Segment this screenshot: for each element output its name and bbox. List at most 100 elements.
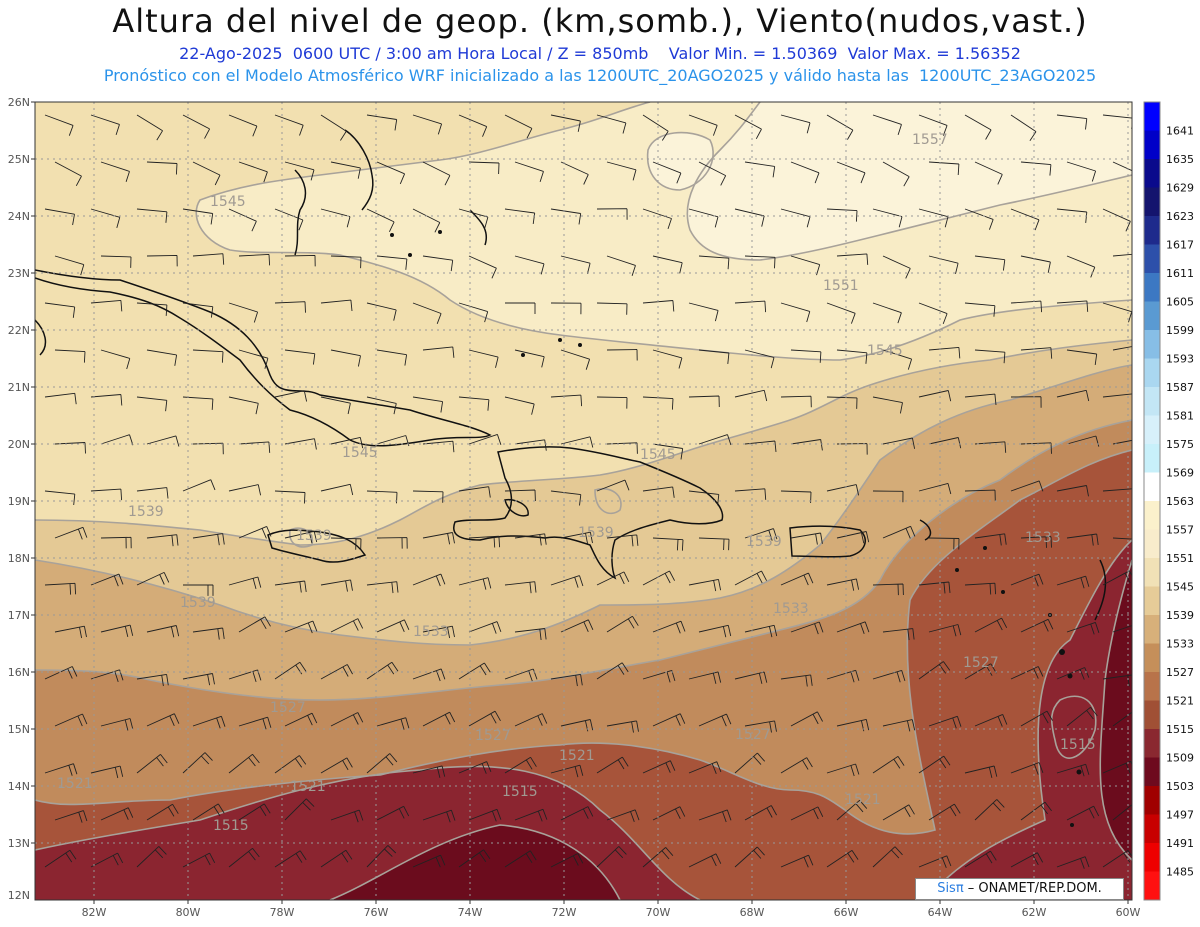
wind-barb: [320, 757, 353, 774]
wind-barb-stroke: [90, 852, 124, 868]
wind-barb: [146, 803, 179, 821]
wind-barb-stroke: [284, 161, 315, 181]
wind-barb: [1102, 674, 1132, 687]
wind-barb-stroke: [54, 625, 87, 639]
contour-label: 1521: [845, 792, 881, 808]
wind-barb-stroke: [974, 617, 1008, 633]
wind-barb: [1010, 114, 1037, 142]
colorbar-label: 1635: [1166, 153, 1194, 166]
wind-barb: [974, 713, 1008, 727]
wind-barb-stroke: [284, 798, 315, 821]
contour-label: 1557: [912, 132, 948, 148]
wind-barb-stroke: [596, 396, 628, 409]
wind-barb-stroke: [826, 669, 860, 683]
wind-barb-stroke: [734, 300, 767, 313]
wind-barb-stroke: [90, 114, 120, 136]
wind-barb: [882, 255, 911, 279]
band-1557: [687, 102, 1132, 260]
wind-barb: [550, 853, 584, 868]
wind-barb: [826, 208, 858, 222]
wind-barb-stroke: [918, 302, 948, 325]
wind-barb-stroke: [1056, 667, 1090, 680]
wind-barb-stroke: [192, 161, 221, 186]
wind-barb-stroke: [688, 395, 720, 408]
colorbar-swatch: [1144, 216, 1160, 245]
wind-barb-stroke: [560, 619, 594, 633]
wind-barb-stroke: [136, 487, 169, 499]
wind-barb: [136, 208, 168, 223]
wind-barb: [1102, 393, 1132, 398]
lat-label: 15N: [8, 723, 30, 736]
wind-barb: [54, 255, 85, 276]
wind-barb: [734, 570, 767, 586]
wind-barb: [918, 855, 952, 868]
wind-barb-stroke: [468, 808, 502, 822]
wind-barb: [872, 846, 903, 868]
contour-label: 1539: [746, 534, 782, 550]
wind-barb-stroke: [504, 489, 536, 502]
wind-barb: [744, 349, 775, 369]
wind-barb: [90, 488, 123, 501]
wind-barb-stroke: [1112, 439, 1132, 445]
lat-label: 17N: [8, 609, 30, 622]
wind-barb: [274, 114, 304, 136]
wind-barb: [192, 803, 225, 821]
wind-barb: [376, 349, 408, 366]
map-subtitle-date: 22-Ago-2025 0600 UTC / 3:00 am Hora Loca…: [179, 44, 1021, 63]
wind-barb-stroke: [458, 849, 491, 868]
wind-barb: [642, 847, 674, 868]
wind-barb-stroke: [688, 761, 722, 774]
wind-barb: [514, 808, 548, 822]
wind-barb: [596, 571, 630, 586]
lon-label: 62W: [1022, 906, 1047, 919]
wind-barb: [504, 756, 537, 774]
wind-barb: [836, 621, 870, 634]
wind-barb: [330, 618, 364, 633]
wind-barb-stroke: [284, 530, 318, 544]
wind-barb: [836, 531, 870, 544]
colorbar-swatch: [1144, 358, 1160, 388]
wind-barb: [918, 208, 949, 228]
wind-barb: [688, 761, 722, 774]
wind-barb-stroke: [1020, 536, 1052, 548]
wind-barb: [550, 490, 582, 506]
wind-barb-stroke: [688, 578, 722, 592]
colorbar-label: 1527: [1166, 666, 1194, 679]
wind-barb-stroke: [596, 846, 627, 868]
wind-barb: [422, 440, 455, 453]
wind-barb: [514, 439, 547, 451]
colorbar-frame: [1143, 101, 1161, 901]
colorbar-swatch: [1144, 843, 1160, 872]
wind-barb: [964, 114, 992, 140]
wind-barb: [274, 661, 307, 680]
wind-barb-stroke: [1112, 253, 1132, 257]
lat-label: 23N: [8, 267, 30, 280]
wind-barb: [734, 114, 762, 140]
wind-barb: [458, 486, 491, 498]
wind-barb: [550, 764, 584, 778]
wind-barb-stroke: [504, 850, 537, 868]
wind-barb-stroke: [744, 349, 775, 369]
wind-barb-stroke: [974, 713, 1008, 727]
wind-barb: [146, 161, 178, 175]
wind-barb: [468, 255, 497, 279]
contour-label: 1545: [342, 445, 378, 461]
contour-label: 1527: [735, 727, 771, 743]
wind-barb-stroke: [54, 255, 85, 276]
wind-barb: [100, 255, 132, 268]
wind-barb-stroke: [44, 114, 74, 136]
wind-barb: [928, 715, 962, 729]
wind-barb: [964, 208, 994, 230]
wind-barb-stroke: [274, 301, 306, 313]
wind-barb: [468, 710, 501, 727]
wind-barb-stroke: [872, 208, 903, 228]
wind-barb: [468, 161, 500, 175]
wind-barb: [376, 255, 408, 270]
wind-barb: [826, 669, 860, 683]
wind-barb: [146, 534, 179, 547]
wind-barb: [642, 208, 672, 230]
wind-barb: [780, 572, 814, 586]
wind-barb-stroke: [320, 579, 353, 592]
wind-barb: [274, 850, 307, 868]
wind-barb: [688, 578, 722, 592]
